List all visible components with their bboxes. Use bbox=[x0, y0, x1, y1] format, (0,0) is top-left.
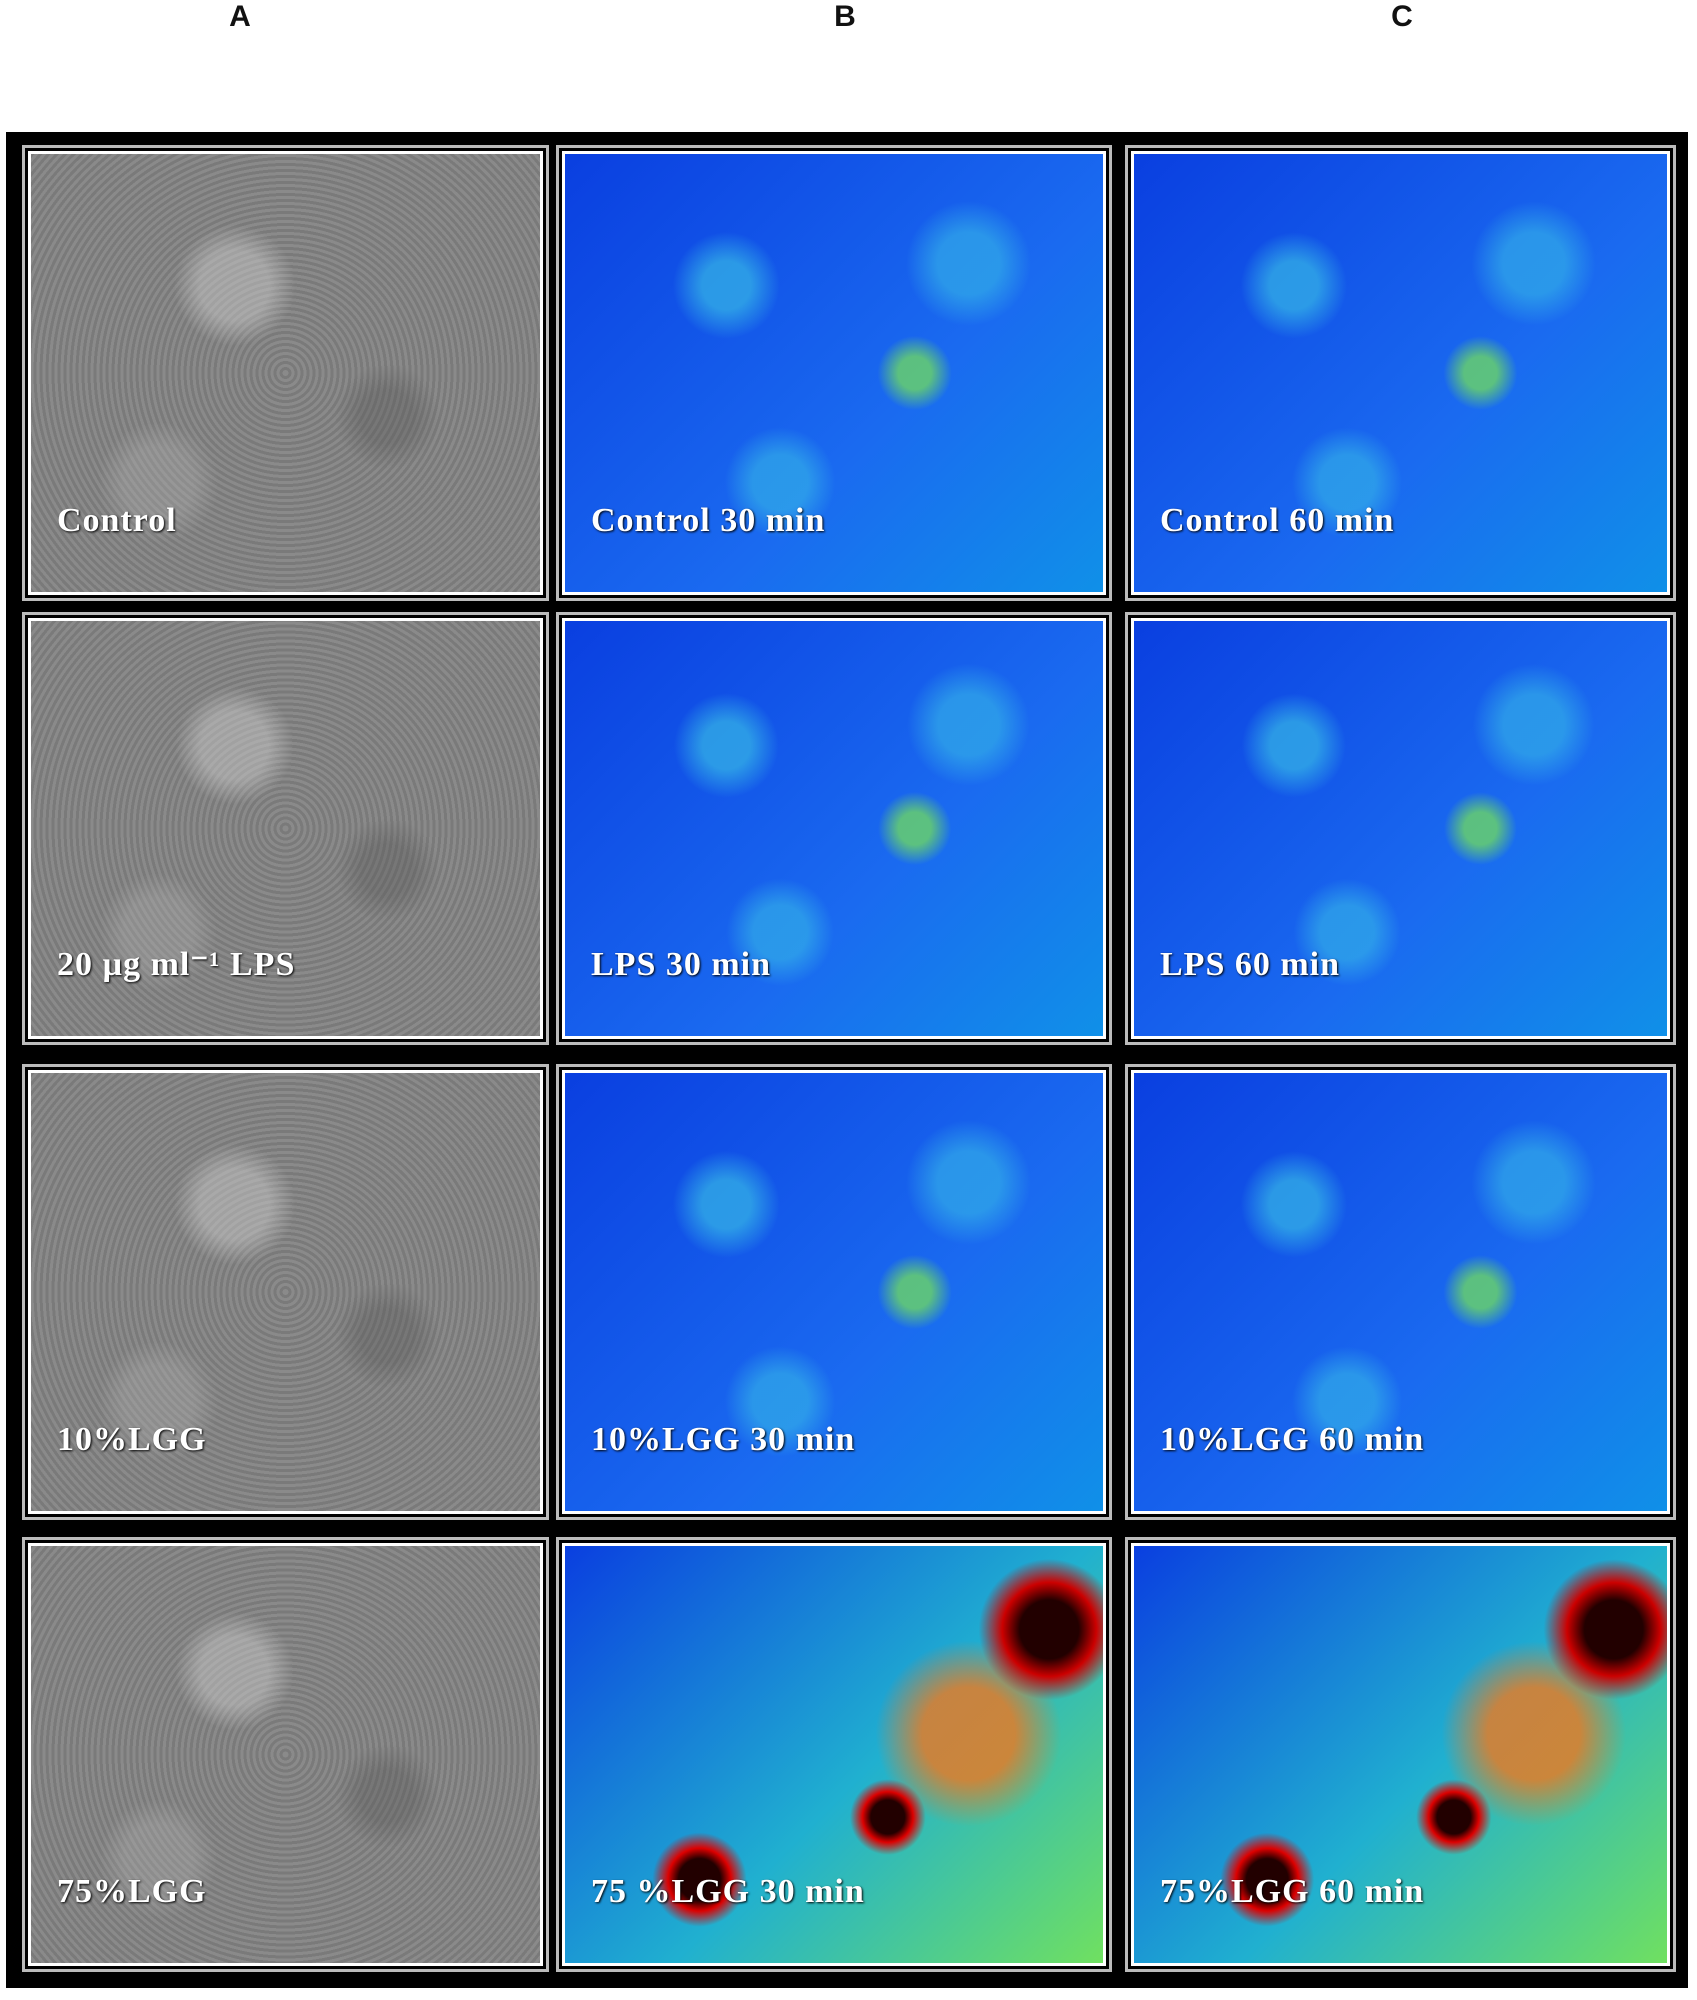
panel-label: 75 %LGG 30 min bbox=[591, 1873, 865, 1910]
panel-label: 10%LGG 30 min bbox=[591, 1421, 856, 1458]
panel-label: Control 60 min bbox=[1160, 502, 1395, 539]
panel-label: 75%LGG bbox=[57, 1873, 207, 1910]
image-panel: 75%LGG bbox=[25, 1540, 546, 1969]
image-panel: Control 30 min bbox=[559, 148, 1109, 598]
panel-label: 75%LGG 60 min bbox=[1160, 1873, 1425, 1910]
panel-label: 20 µg ml⁻¹ LPS bbox=[57, 946, 296, 983]
image-panel: LPS 30 min bbox=[559, 615, 1109, 1042]
panel-label: LPS 60 min bbox=[1160, 946, 1341, 983]
image-panel: 10%LGG 60 min bbox=[1128, 1067, 1673, 1517]
image-panel: 20 µg ml⁻¹ LPS bbox=[25, 615, 546, 1042]
image-panel: 10%LGG 30 min bbox=[559, 1067, 1109, 1517]
panel-label: Control 30 min bbox=[591, 502, 826, 539]
image-panel: 75 %LGG 30 min bbox=[559, 1540, 1109, 1969]
column-label: A bbox=[229, 0, 251, 33]
image-panel: 75%LGG 60 min bbox=[1128, 1540, 1673, 1969]
column-label: C bbox=[1391, 0, 1413, 33]
panel-label: 10%LGG bbox=[57, 1421, 207, 1458]
panel-label: LPS 30 min bbox=[591, 946, 772, 983]
column-label: B bbox=[834, 0, 856, 33]
image-panel: Control 60 min bbox=[1128, 148, 1673, 598]
image-panel: 10%LGG bbox=[25, 1067, 546, 1517]
panel-label: Control bbox=[57, 502, 177, 539]
image-panel: LPS 60 min bbox=[1128, 615, 1673, 1042]
panel-label: 10%LGG 60 min bbox=[1160, 1421, 1425, 1458]
image-panel: Control bbox=[25, 148, 546, 598]
